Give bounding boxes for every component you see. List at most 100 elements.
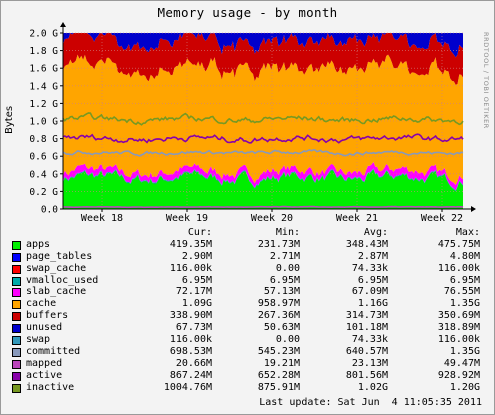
legend-min-value: 57.13M <box>263 286 300 298</box>
y-tick-label: 0.6 G <box>29 152 58 163</box>
legend-header: Cur: Min: Avg: Max: <box>12 227 487 239</box>
legend-swatch <box>12 347 21 357</box>
legend-max-value: 6.95M <box>449 274 480 286</box>
legend-cur-value: 1.09G <box>181 298 212 310</box>
legend-row-buffers: buffers 338.90M 267.36M 314.73M 350.69M <box>12 310 487 322</box>
legend-cur-value: 698.53M <box>169 345 212 357</box>
y-tick-label: 1.0 G <box>29 117 58 128</box>
y-tick-label: 1.8 G <box>29 46 58 57</box>
legend-series-name: swap <box>26 334 51 346</box>
legend-cur-value: 67.73M <box>175 322 212 334</box>
legend-avg-value: 23.13M <box>351 357 388 369</box>
legend-swatch <box>12 252 21 262</box>
area-buffers <box>63 33 463 85</box>
legend-row-cache: cache 1.09G 958.97M 1.16G 1.35G <box>12 298 487 310</box>
line-mapped <box>62 205 464 209</box>
rrdtool-watermark: RRDTOOL / TOBI OETIKER <box>482 32 490 129</box>
line-inactive <box>62 112 464 126</box>
legend-max-value: 76.55M <box>443 286 480 298</box>
last-update-label: Last update: <box>259 397 332 408</box>
legend-max-value: 1.20G <box>449 381 480 393</box>
x-tick-label: Week 19 <box>166 213 208 224</box>
legend-series-name: committed <box>26 345 81 357</box>
legend-row-mapped: mapped 20.66M 19.21M 23.13M 49.47M <box>12 358 487 370</box>
legend-series-name: unused <box>26 322 63 334</box>
y-tick-label: 0.8 G <box>29 134 58 145</box>
legend-min-value: 652.28M <box>257 369 300 381</box>
y-tick-label: 2.0 G <box>29 29 58 40</box>
legend-avg-value: 2.87M <box>357 250 388 262</box>
last-update: Last update: Sat Jun 4 11:05:35 2011 <box>0 397 482 408</box>
legend-cur-value: 116.00k <box>169 334 212 346</box>
legend-series-name: vmalloc_used <box>26 274 99 286</box>
legend-cur-value: 338.90M <box>169 310 212 322</box>
legend-series-name: apps <box>26 238 51 250</box>
legend-max-value: 350.69M <box>437 310 480 322</box>
legend-swatch <box>12 312 21 322</box>
line-committed <box>62 149 464 157</box>
legend-header-avg: Avg: <box>363 227 388 238</box>
legend-avg-value: 6.95M <box>357 274 388 286</box>
legend-min-value: 50.63M <box>263 322 300 334</box>
legend-avg-value: 1.16G <box>357 298 388 310</box>
legend-row-vmalloc-used: vmalloc_used 6.95M 6.95M 6.95M 6.95M <box>12 275 487 287</box>
legend-avg-value: 640.57M <box>345 345 388 357</box>
x-axis-arrow <box>471 206 476 212</box>
legend-row-unused: unused 67.73M 50.63M 101.18M 318.89M <box>12 322 487 334</box>
legend-cur-value: 20.66M <box>175 357 212 369</box>
legend-row-page-tables: page_tables 2.90M 2.71M 2.87M 4.80M <box>12 251 487 263</box>
legend-swatch <box>12 288 21 298</box>
legend-series-name: mapped <box>26 357 63 369</box>
legend-swatch <box>12 371 21 381</box>
legend-avg-value: 74.33k <box>351 334 388 346</box>
y-tick-label: 0.2 G <box>29 187 58 198</box>
legend-cur-value: 72.17M <box>175 286 212 298</box>
area-unused <box>63 33 463 58</box>
legend-series-name: buffers <box>26 310 69 322</box>
legend-max-value: 928.92M <box>437 369 480 381</box>
legend-avg-value: 801.56M <box>345 369 388 381</box>
legend-row-slab-cache: slab_cache 72.17M 57.13M 67.09M 76.55M <box>12 286 487 298</box>
legend-swatch <box>12 383 21 393</box>
legend-row-active: active 867.24M 652.28M 801.56M 928.92M <box>12 370 487 382</box>
last-update-value: Sat Jun 4 11:05:35 2011 <box>337 397 483 408</box>
chart-title: Memory usage - by month <box>157 5 338 20</box>
y-axis-arrow <box>60 22 66 27</box>
legend-avg-value: 348.43M <box>345 238 388 250</box>
legend-swatch <box>12 300 21 310</box>
legend-avg-value: 67.09M <box>351 286 388 298</box>
legend-swatch <box>12 336 21 346</box>
legend-header-min: Min: <box>275 227 300 238</box>
legend-series-name: swap_cache <box>26 262 87 274</box>
legend-cur-value: 116.00k <box>169 262 212 274</box>
legend-swatch <box>12 359 21 369</box>
legend-min-value: 0.00 <box>275 334 300 346</box>
area-slab-cache <box>63 161 463 191</box>
legend-cur-value: 867.24M <box>169 369 212 381</box>
legend-min-value: 267.36M <box>257 310 300 322</box>
legend-max-value: 116.00k <box>437 262 480 274</box>
legend-series-name: cache <box>26 298 57 310</box>
legend-avg-value: 101.18M <box>345 322 388 334</box>
legend-min-value: 231.73M <box>257 238 300 250</box>
legend-max-value: 1.35G <box>449 298 480 310</box>
legend-row-apps: apps 419.35M 231.73M 348.43M 475.75M <box>12 239 487 251</box>
legend-min-value: 19.21M <box>263 357 300 369</box>
legend-swatch <box>12 276 21 286</box>
legend-series-name: active <box>26 369 63 381</box>
y-tick-label: 1.2 G <box>29 99 58 110</box>
legend-row-committed: committed 698.53M 545.23M 640.57M 1.35G <box>12 346 487 358</box>
legend-swatch <box>12 324 21 334</box>
legend-cur-value: 1004.76M <box>163 381 212 393</box>
x-tick-label: Week 18 <box>81 213 123 224</box>
legend-avg-value: 314.73M <box>345 310 388 322</box>
legend-cur-value: 2.90M <box>181 250 212 262</box>
legend-row-swap-cache: swap_cache 116.00k 0.00 74.33k 116.00k <box>12 263 487 275</box>
legend-max-value: 116.00k <box>437 334 480 346</box>
legend-series-name: page_tables <box>26 250 93 262</box>
legend-row-inactive: inactive 1004.76M 875.91M 1.02G 1.20G <box>12 382 487 394</box>
legend-cur-value: 6.95M <box>181 274 212 286</box>
legend-swatch <box>12 240 21 250</box>
area-apps <box>63 169 463 209</box>
line-active <box>62 133 464 144</box>
